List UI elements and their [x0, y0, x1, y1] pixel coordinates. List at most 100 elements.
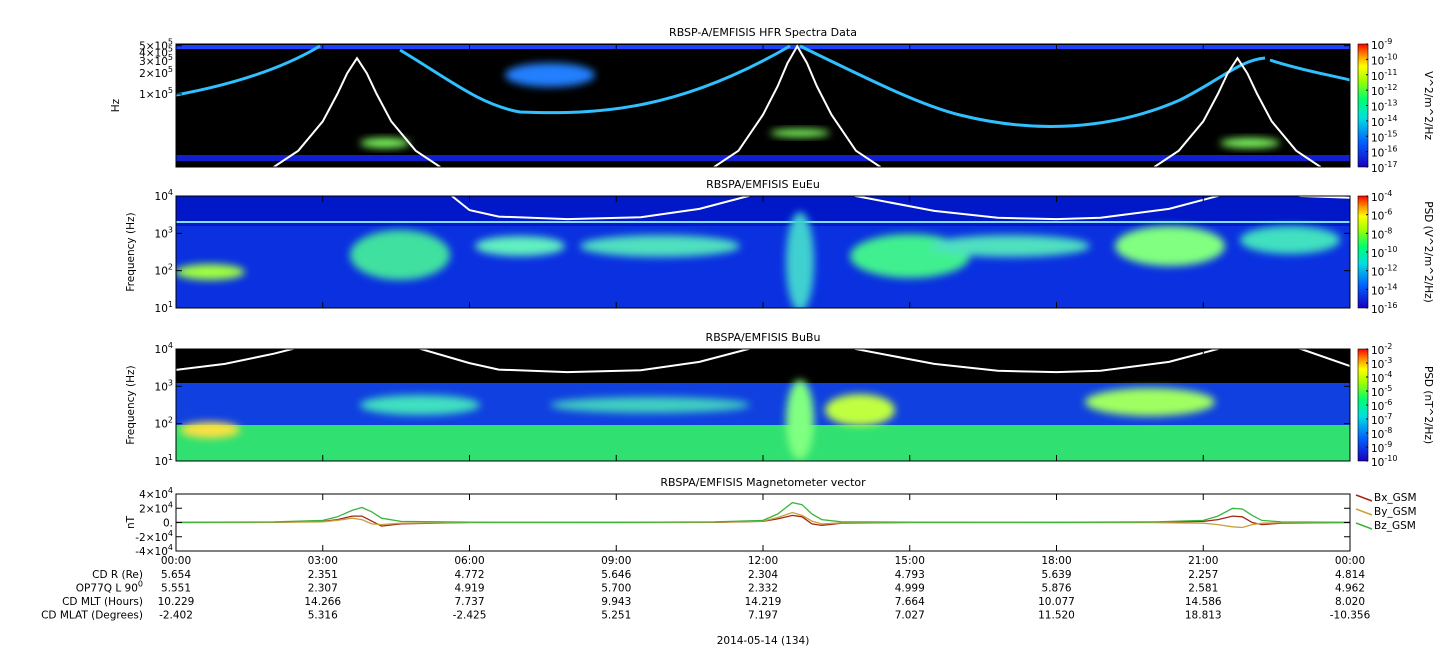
colorbar-tick-label-base: 10	[1371, 55, 1384, 67]
colorbar-tick-label-base: 10	[1371, 71, 1384, 83]
legend-swatch	[1355, 494, 1373, 502]
y-tick-label-exponent: 4	[168, 528, 173, 537]
y-tick-label-exponent: 4	[168, 188, 173, 197]
y-tick-label: 102	[155, 262, 173, 278]
ephemeris-row-label-text: CD MLAT (Degrees)	[41, 610, 143, 622]
y-tick-label-base: 10	[155, 191, 168, 203]
y-tick-label-exponent: 4	[168, 341, 173, 350]
colorbar-tick-label-exponent: -9	[1384, 37, 1392, 46]
y-tick-label: 104	[155, 341, 173, 357]
spectrogram-image	[176, 196, 1350, 308]
colorbar-label: PSD (V^2/m^2/Hz)	[1422, 201, 1434, 302]
y-tick-label: 0.	[163, 518, 173, 530]
colorbar-tick-label-exponent: -10	[1384, 245, 1397, 254]
x-tick-label: 03:00	[308, 555, 338, 567]
colorbar-tick-label-base: 10	[1371, 285, 1384, 297]
colorbar-tick-label-exponent: -14	[1384, 282, 1397, 291]
colorbar-tick-label: 10-12	[1371, 263, 1397, 279]
overlay-line	[450, 196, 1350, 221]
colorbar-tick-label-exponent: -4	[1384, 189, 1392, 198]
ephemeris-value: 14.266	[304, 596, 341, 608]
ephemeris-row-label: CD MLT (Hours)	[62, 596, 143, 608]
panel-title: RBSPA/EMFISIS BuBu	[706, 331, 821, 344]
ephemeris-value: 10.077	[1038, 596, 1075, 608]
y-tick-label-exponent: 2	[168, 415, 173, 424]
y-tick-label-base: 3×10	[139, 56, 168, 68]
colorbar-tick-label-exponent: -3	[1384, 356, 1392, 365]
colorbar-tick-label: 10-4	[1371, 189, 1392, 205]
colorbar-tick-label-base: 10	[1371, 163, 1384, 175]
colorbar-tick-label-exponent: -8	[1384, 226, 1392, 235]
y-tick-label: 101	[155, 453, 173, 469]
colorbar-tick-label: 10-15	[1371, 129, 1397, 145]
colorbar-label: V^2/m^2/Hz	[1422, 71, 1434, 140]
x-tick-label: 12:00	[748, 555, 778, 567]
colorbar-tick-label: 10-10	[1371, 52, 1397, 68]
colorbar-tick-label: 10-13	[1371, 98, 1397, 114]
ephemeris-value: 4.793	[895, 569, 925, 581]
panel-title: RBSPA/EMFISIS EuEu	[706, 178, 820, 191]
ephemeris-row-label: OP77Q L 900	[76, 579, 143, 595]
colorbar-tick-label-exponent: -9	[1384, 440, 1392, 449]
y-tick-label: 104	[155, 188, 173, 204]
colorbar-tick-label: 10-16	[1371, 301, 1397, 317]
y-tick-label-base: 4×10	[139, 47, 168, 59]
series-line	[176, 514, 1350, 527]
colorbar-tick-label-exponent: -12	[1384, 83, 1397, 92]
colorbar-tick-label-exponent: -4	[1384, 370, 1392, 379]
colorbar-tick-label-exponent: -7	[1384, 412, 1392, 421]
ephemeris-value: 8.020	[1335, 596, 1365, 608]
colorbar-tick-label-exponent: -17	[1384, 160, 1397, 169]
y-tick-label-exponent: 5	[168, 53, 173, 62]
y-tick-label-exponent: 2	[168, 262, 173, 271]
y-tick-label: 101	[155, 300, 173, 316]
ephemeris-value: 7.027	[895, 610, 925, 622]
ephemeris-value: 18.813	[1185, 610, 1222, 622]
colorbar-tick-label-base: 10	[1371, 429, 1384, 441]
y-tick-label-base: 10	[155, 303, 168, 315]
ephemeris-value: 2.304	[748, 569, 778, 581]
colorbar-tick-label-exponent: -14	[1384, 113, 1397, 122]
colorbar-tick-label-base: 10	[1371, 132, 1384, 144]
ephemeris-value: -10.356	[1330, 610, 1371, 622]
y-tick-label-exponent: 4	[168, 486, 173, 495]
x-tick-label: 21:00	[1188, 555, 1218, 567]
colorbar-tick-label: 10-2	[1371, 342, 1392, 358]
colorbar-tick-label: 10-6	[1371, 207, 1392, 223]
ephemeris-value: 5.654	[161, 569, 191, 581]
y-tick-label-base: 0.	[163, 518, 173, 530]
legend-label: Bx_GSM	[1374, 492, 1417, 504]
legend-label: By_GSM	[1374, 506, 1417, 518]
y-tick-label: 4×104	[139, 486, 173, 502]
colorbar-tick-label-exponent: -12	[1384, 263, 1397, 272]
ephemeris-value: 10.229	[158, 596, 195, 608]
ephemeris-value: 14.219	[745, 596, 782, 608]
x-tick-label: 15:00	[895, 555, 925, 567]
colorbar-tick-label-base: 10	[1371, 359, 1384, 371]
series-line	[176, 511, 1350, 529]
overlay-line	[176, 349, 1350, 374]
colorbar-tick-label-exponent: -6	[1384, 207, 1392, 216]
ephemeris-value: 14.586	[1185, 596, 1222, 608]
colorbar-tick-label-base: 10	[1371, 457, 1384, 469]
colorbar-tick-label: 10-4	[1371, 370, 1392, 386]
colorbar-tick-label: 10-16	[1371, 144, 1397, 160]
colorbar-tick-label: 10-14	[1371, 113, 1397, 129]
overlay-line	[273, 44, 1322, 167]
ephemeris-value: -2.425	[453, 610, 487, 622]
ephemeris-value: 2.257	[1188, 569, 1218, 581]
ephemeris-value: 5.876	[1041, 583, 1071, 595]
y-tick-label-exponent: 5	[168, 37, 173, 46]
y-axis-label: nT	[125, 515, 137, 529]
colorbar-tick-label-exponent: -16	[1384, 144, 1397, 153]
y-tick-label-base: -2×10	[135, 532, 168, 544]
colorbar-tick-label: 10-8	[1371, 426, 1392, 442]
ephemeris-value: -2.402	[159, 610, 193, 622]
colorbar-tick-label: 10-11	[1371, 67, 1397, 83]
colorbar-tick-label-exponent: -2	[1384, 342, 1392, 351]
y-tick-label-base: 10	[155, 419, 168, 431]
colorbar-tick-label: 10-9	[1371, 37, 1392, 53]
spectrogram-image	[176, 349, 1350, 461]
colorbar-tick-label: 10-10	[1371, 245, 1397, 261]
y-tick-label-exponent: 3	[168, 225, 173, 234]
